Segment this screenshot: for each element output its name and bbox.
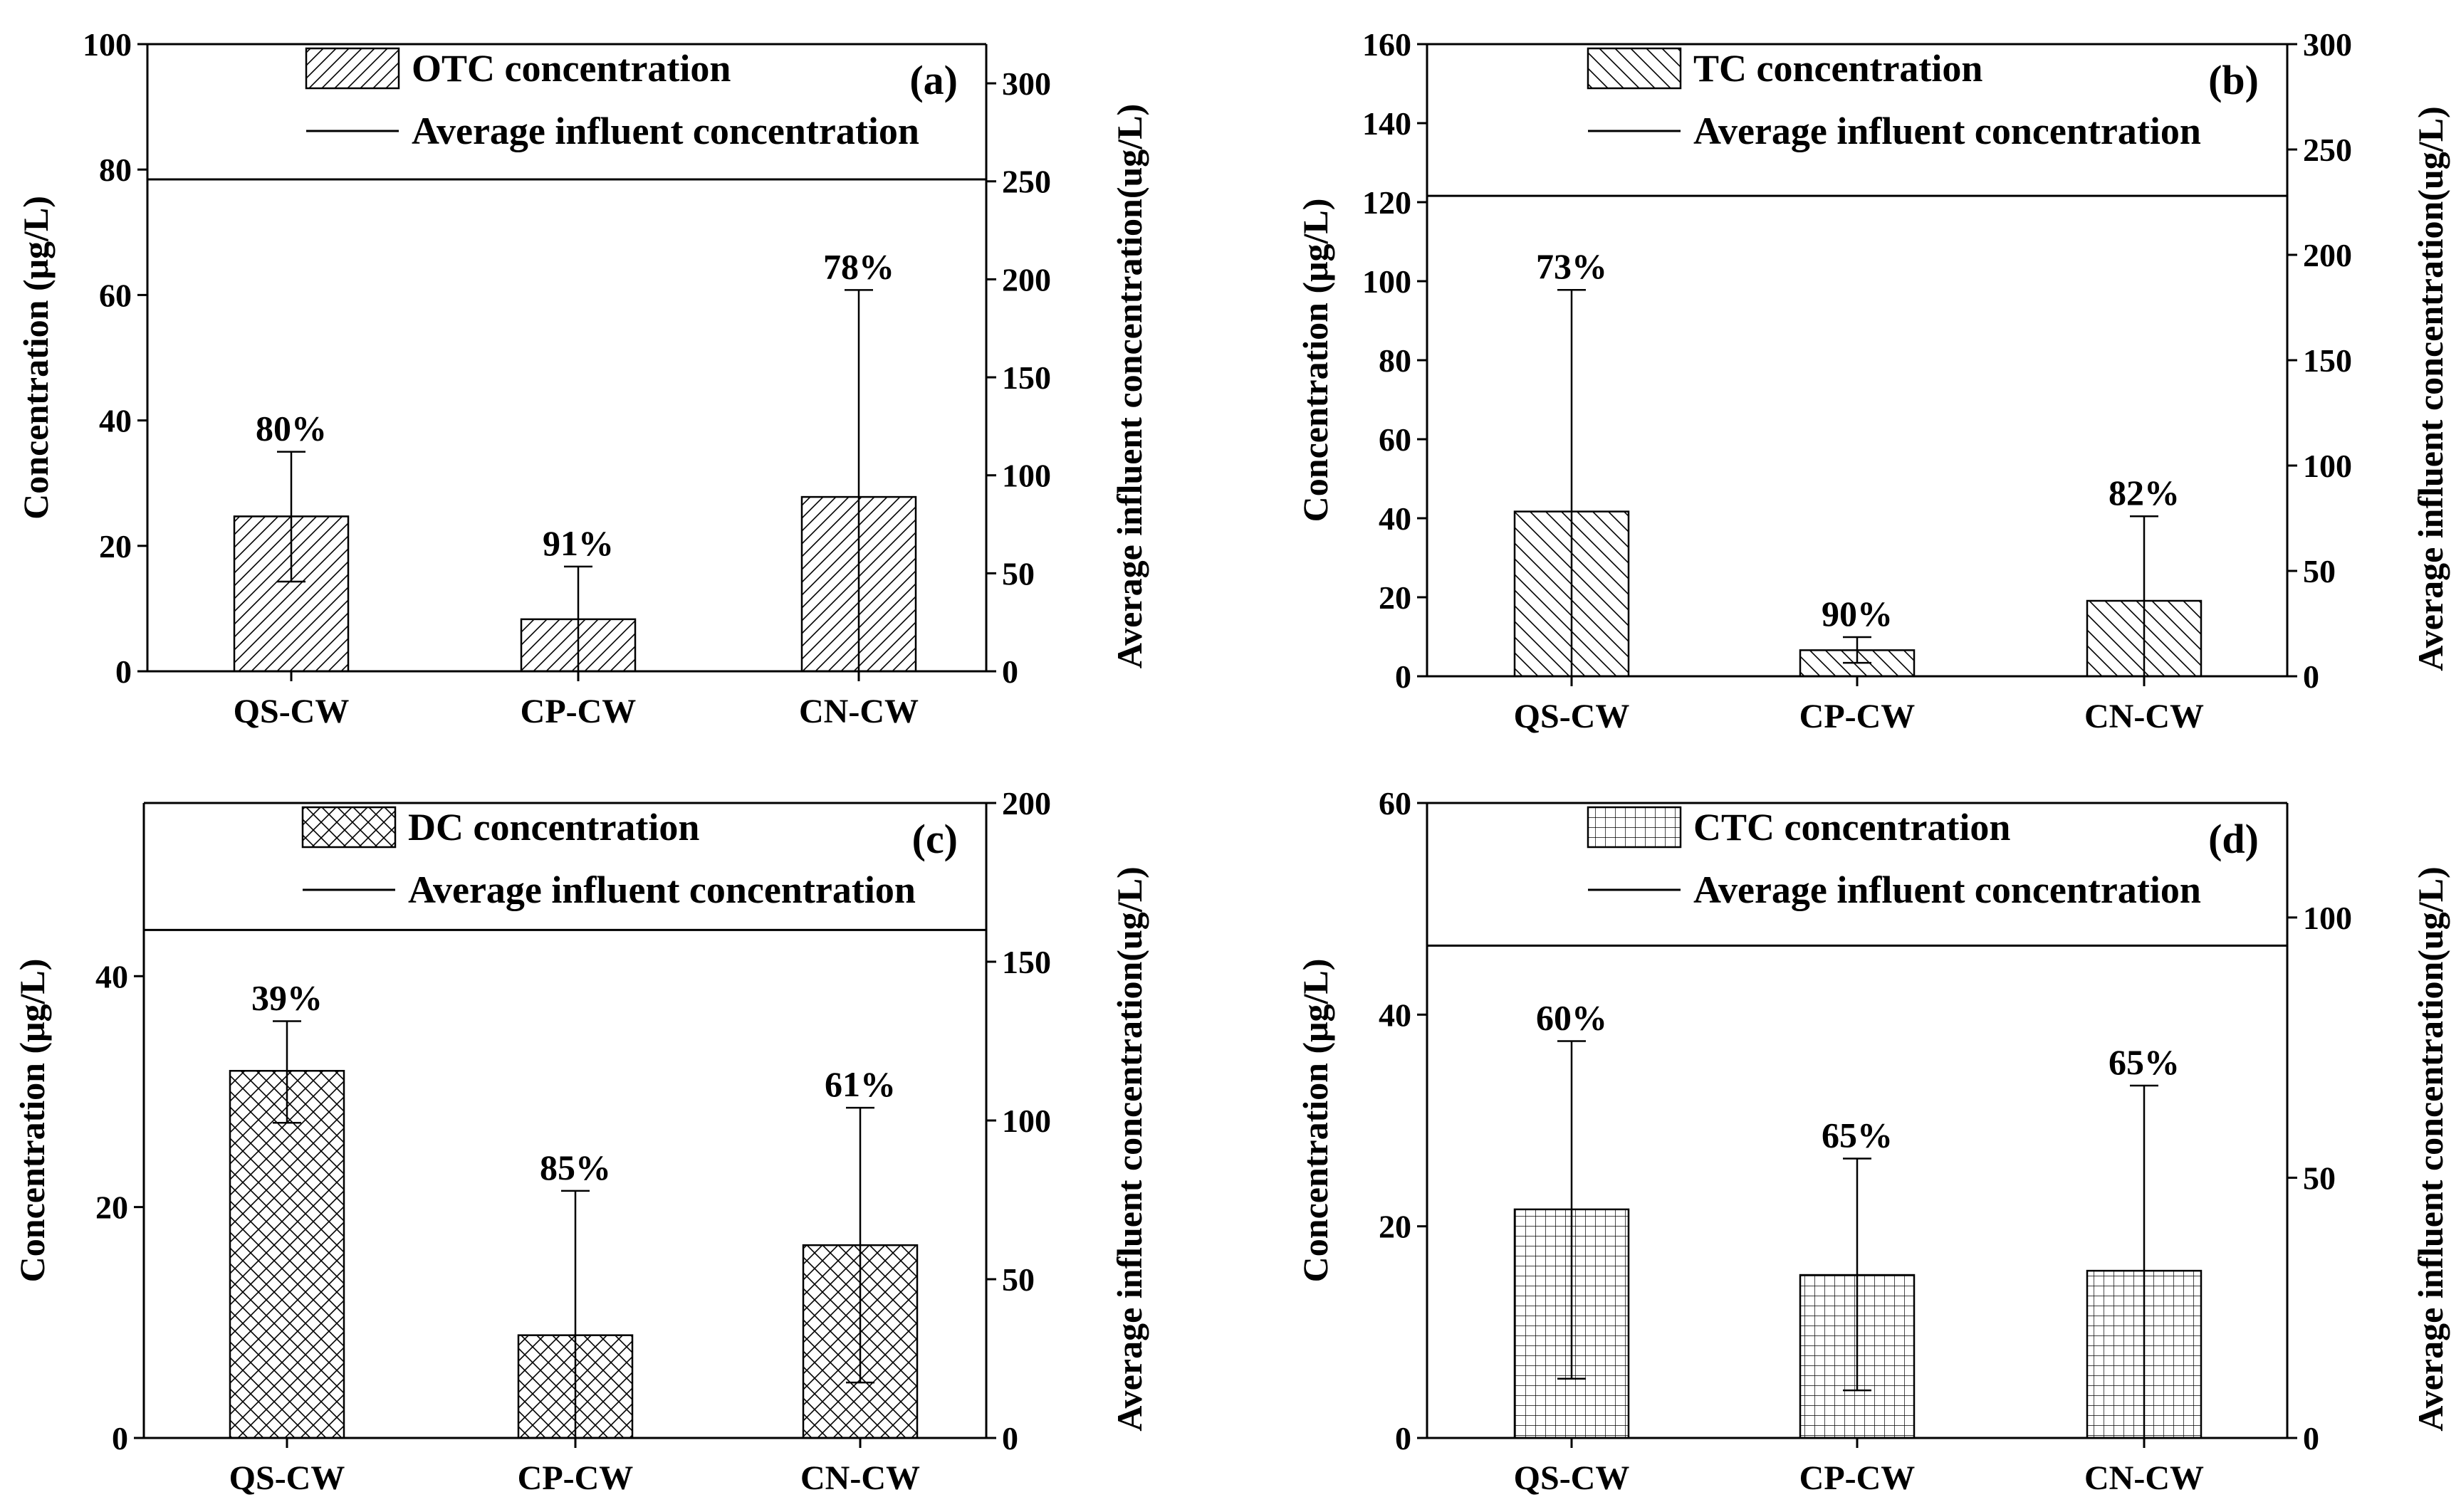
x-tick-label: CP-CW xyxy=(1799,1459,1916,1497)
chart-panel-1: 0 20 40 60 80 100 0 50 100 150 200 250 300 Concentrat… xyxy=(16,26,1149,730)
x-tick-label: CN-CW xyxy=(799,693,919,730)
x-tick-label: CN-CW xyxy=(2084,698,2204,735)
removal-label: 78% xyxy=(823,246,894,286)
removal-label: 61% xyxy=(825,1064,896,1104)
x-tick-label: QS-CW xyxy=(229,1459,345,1497)
removal-label: 60% xyxy=(1536,998,1607,1038)
y2-tick-label: 200 xyxy=(1002,261,1051,298)
y-tick-label: 40 xyxy=(1379,997,1411,1033)
panel-letter: (b) xyxy=(2208,57,2259,103)
y-tick-label: 80 xyxy=(1379,342,1411,379)
y2-tick-label: 150 xyxy=(1002,359,1051,396)
y2-tick-label: 0 xyxy=(2303,1420,2319,1456)
y-tick-label: 40 xyxy=(1379,500,1411,537)
y2-tick-label: 200 xyxy=(1002,785,1051,821)
y-tick-label: 40 xyxy=(99,403,132,439)
legend-label-line: Average influent concentration xyxy=(1693,868,2201,911)
y-tick-label: 20 xyxy=(1379,579,1411,616)
legend-label-line: Average influent concentration xyxy=(412,110,919,152)
y2-axis-title: Average influent concentration(ug/L) xyxy=(2410,106,2450,671)
y2-tick-label: 100 xyxy=(1002,458,1051,494)
y-axis-title: Concentration (μg/L) xyxy=(1295,959,1335,1283)
panel-letter: (c) xyxy=(912,816,958,862)
removal-label: 65% xyxy=(1822,1115,1893,1155)
legend-label-line: Average influent concentration xyxy=(1693,110,2201,152)
legend-label-bars: CTC concentration xyxy=(1693,806,2010,849)
chart-panel-3: 0 20 40 0 50 100 150 200 Concentration (μg/L) Ave… xyxy=(12,785,1149,1497)
y-tick-label: 100 xyxy=(1362,263,1411,300)
legend-label-line: Average influent concentration xyxy=(408,868,916,911)
panel-letter: (a) xyxy=(909,57,958,103)
y-tick-label: 20 xyxy=(95,1190,128,1226)
legend-label-bars: TC concentration xyxy=(1693,47,1982,90)
legend-swatch-bars xyxy=(301,806,397,849)
y-tick-label: 120 xyxy=(1362,184,1411,221)
y-tick-label: 20 xyxy=(99,528,132,565)
y2-tick-label: 100 xyxy=(2303,448,2352,484)
y-tick-label: 60 xyxy=(1379,785,1411,821)
y2-tick-label: 0 xyxy=(1002,653,1018,690)
removal-label: 39% xyxy=(251,978,323,1018)
removal-label: 85% xyxy=(540,1148,611,1187)
x-tick-label: CN-CW xyxy=(2084,1459,2204,1497)
y-tick-label: 100 xyxy=(83,26,132,63)
y2-axis-title: Average influent concentration(ug/L) xyxy=(1109,866,1149,1431)
x-tick-label: CP-CW xyxy=(1799,698,1916,735)
legend-swatch-bars xyxy=(305,47,400,90)
y-tick-label: 20 xyxy=(1379,1209,1411,1245)
removal-label: 73% xyxy=(1536,246,1607,286)
bar-qs-cw xyxy=(229,1070,345,1439)
y2-tick-label: 0 xyxy=(2303,658,2319,695)
x-tick-label: CP-CW xyxy=(518,1459,634,1497)
y-axis-title: Concentration (μg/L) xyxy=(16,196,56,520)
removal-label: 82% xyxy=(2109,473,2180,513)
legend-label-bars: OTC concentration xyxy=(412,47,731,90)
legend-swatch-bars xyxy=(1587,806,1682,849)
y2-tick-label: 250 xyxy=(2303,132,2352,168)
x-tick-label: CP-CW xyxy=(521,693,637,730)
y2-axis-title: Average influent concentration(ug/L) xyxy=(2410,866,2450,1431)
y2-tick-label: 100 xyxy=(2303,900,2352,936)
y2-tick-label: 100 xyxy=(1002,1103,1051,1139)
y2-tick-label: 300 xyxy=(1002,65,1051,102)
panel-letter: (d) xyxy=(2208,816,2259,862)
removal-label: 91% xyxy=(543,523,614,563)
removal-label: 90% xyxy=(1822,594,1893,634)
y2-tick-label: 200 xyxy=(2303,237,2352,273)
y-tick-label: 0 xyxy=(1395,658,1411,695)
y-tick-label: 0 xyxy=(115,653,132,690)
x-tick-label: QS-CW xyxy=(1514,1459,1630,1497)
y-tick-label: 140 xyxy=(1362,105,1411,142)
removal-label: 65% xyxy=(2109,1042,2180,1082)
y-tick-label: 60 xyxy=(99,277,132,313)
y-tick-label: 0 xyxy=(1395,1420,1411,1456)
y2-tick-label: 300 xyxy=(2303,26,2352,63)
y-tick-label: 60 xyxy=(1379,421,1411,458)
y2-tick-label: 50 xyxy=(1002,555,1035,592)
x-tick-label: QS-CW xyxy=(1514,698,1630,735)
y2-axis-title: Average influent concentration(ug/L) xyxy=(1109,104,1149,668)
legend-swatch-bars xyxy=(1587,47,1682,90)
y2-tick-label: 150 xyxy=(2303,342,2352,379)
y-axis-title: Concentration (μg/L) xyxy=(1295,199,1335,523)
y2-tick-label: 0 xyxy=(1002,1420,1018,1456)
chart-panel-2: 0 20 40 60 80 100 120 140 160 0 50 100 150 200 250 300 C… xyxy=(1295,26,2450,735)
y-tick-label: 0 xyxy=(112,1420,128,1456)
y2-tick-label: 150 xyxy=(1002,944,1051,980)
chart-panel-4: 0 20 40 60 0 50 100 Concentration (μg/L) Average… xyxy=(1295,785,2450,1497)
y-tick-label: 40 xyxy=(95,958,128,994)
y-tick-label: 80 xyxy=(99,152,132,188)
y-tick-label: 160 xyxy=(1362,26,1411,63)
x-tick-label: CN-CW xyxy=(800,1459,920,1497)
y2-tick-label: 250 xyxy=(1002,164,1051,200)
removal-label: 80% xyxy=(256,409,327,448)
y2-tick-label: 50 xyxy=(1002,1261,1035,1298)
y2-tick-label: 50 xyxy=(2303,1160,2336,1196)
x-tick-label: QS-CW xyxy=(234,693,350,730)
y-axis-title: Concentration (μg/L) xyxy=(12,959,52,1283)
y2-tick-label: 50 xyxy=(2303,553,2336,589)
legend-label-bars: DC concentration xyxy=(408,806,699,849)
